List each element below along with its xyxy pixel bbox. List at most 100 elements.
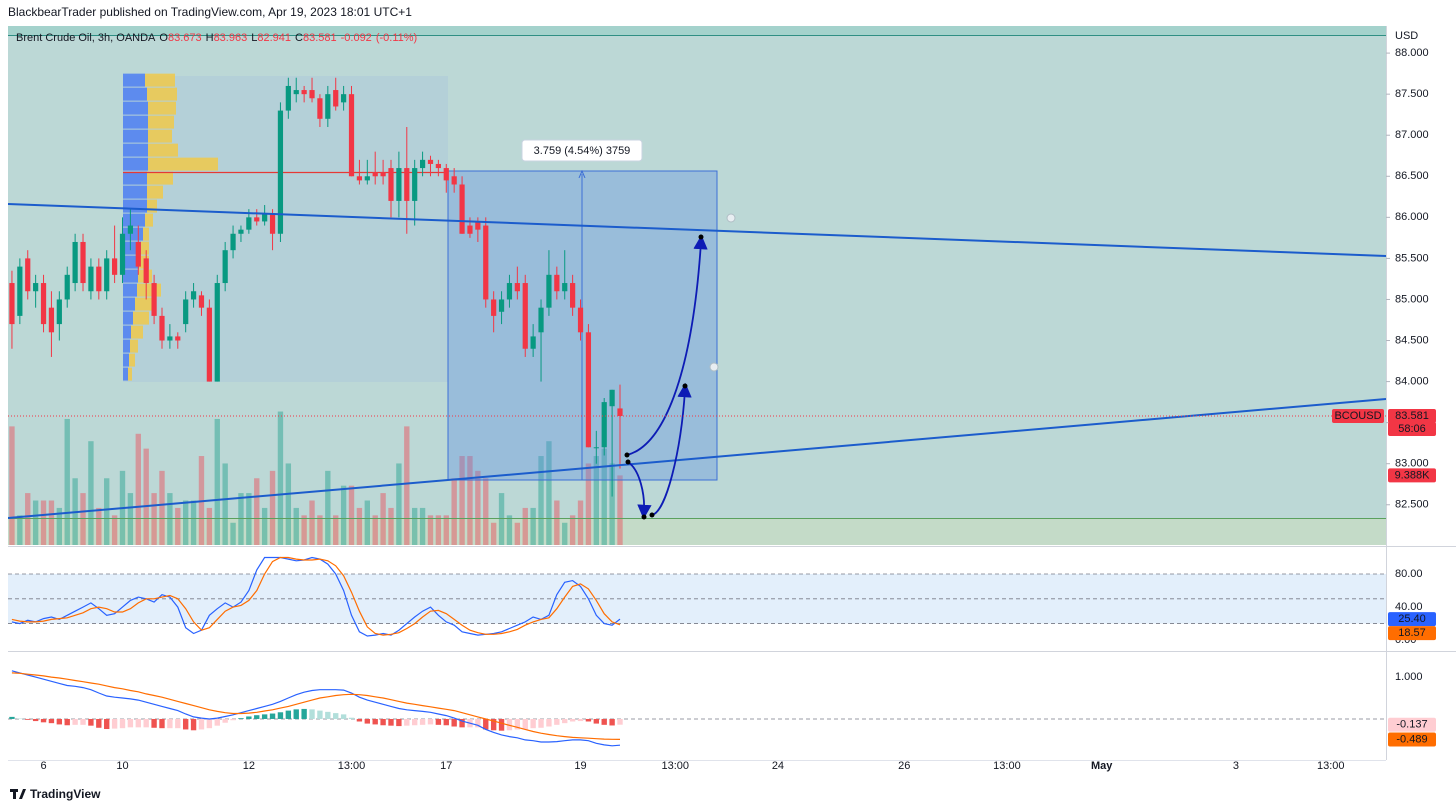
profile-up [123, 115, 148, 129]
candle-body [56, 299, 62, 325]
alert-icon [726, 213, 736, 223]
candle-body [159, 315, 165, 341]
macd-pane-bg [8, 652, 1386, 760]
macd-histogram-bar [190, 718, 197, 731]
macd-histogram-bar [143, 718, 149, 728]
volume-bar [317, 515, 323, 545]
macd-histogram-bar [554, 718, 560, 725]
candle-body [238, 229, 244, 234]
volume-profile [123, 73, 218, 381]
candle-body [119, 233, 126, 275]
volume-bar [459, 456, 465, 545]
volume-bar [404, 426, 410, 545]
candle-body [317, 98, 323, 119]
volume-bar [238, 493, 244, 545]
candle-body [546, 274, 552, 308]
histogram-last-label: -0.137 [1396, 719, 1427, 731]
macd-pane [8, 670, 1386, 747]
macd-histogram-bar [585, 718, 592, 722]
macd-histogram-bar [364, 718, 370, 724]
candle-body [25, 258, 31, 292]
volume-bar [443, 515, 449, 545]
candle-body [33, 283, 39, 292]
x-tick-label: 13:00 [338, 760, 366, 772]
macd-histogram-bar [419, 718, 426, 725]
volume-bar [348, 485, 355, 545]
profile-up [123, 87, 147, 101]
macd-histogram-bar [340, 714, 347, 719]
candle-body [190, 291, 197, 300]
profile-up [123, 129, 148, 143]
candle-body [538, 307, 544, 333]
publisher-line: BlackbearTrader published on TradingView… [8, 5, 412, 19]
candle-body [88, 266, 94, 292]
candle-body [483, 225, 489, 300]
legend-value: 83.673 [168, 32, 202, 44]
candle-body [96, 266, 102, 292]
profile-down [148, 115, 174, 129]
profile-down [148, 143, 178, 157]
x-tick-label: 6 [40, 760, 46, 772]
volume-bar [17, 515, 23, 545]
macd-histogram-bar [317, 710, 323, 719]
projection-points [624, 234, 704, 520]
macd-histogram-bar [182, 718, 189, 730]
legend-key: O [159, 32, 168, 44]
x-tick-label: 10 [116, 760, 128, 772]
y-tick-label: 87.500 [1395, 88, 1429, 100]
point [649, 512, 655, 518]
candle-body [593, 447, 599, 449]
macd-histogram-bar [104, 718, 110, 730]
volume-bar [48, 500, 55, 545]
candle-body [325, 94, 331, 119]
profile-down [147, 171, 173, 185]
volume-bar [175, 507, 181, 545]
stoch-line [11, 556, 621, 637]
candle-body [388, 168, 394, 201]
volume-bar [143, 448, 149, 545]
legend-key: H [206, 32, 214, 44]
volume-bar [206, 507, 213, 545]
macd-histogram-bar [569, 718, 576, 722]
y-tick-label: 84.000 [1395, 375, 1429, 387]
profile-down [135, 297, 155, 311]
profile-up [123, 73, 145, 87]
macd-histogram-bar [175, 718, 181, 729]
profile-up [123, 297, 135, 311]
candle-body [609, 389, 615, 407]
candle-body [64, 274, 70, 300]
candle-body [372, 172, 378, 177]
volume-bar [333, 515, 339, 545]
candle-body [112, 258, 118, 275]
trendline-lower [8, 398, 1386, 519]
x-tick-label: 13:00 [1317, 760, 1345, 772]
profile-down [148, 129, 172, 143]
point [625, 459, 631, 465]
candle-body [277, 110, 284, 234]
profile-up [123, 367, 128, 381]
macd-histogram-bar [135, 718, 141, 728]
volume-label: 9.388K [1395, 469, 1431, 481]
volume-bar [388, 507, 394, 545]
volume-bar [380, 493, 386, 545]
macd-histogram-bar [443, 718, 449, 726]
profile-up [123, 311, 133, 325]
volume-bar [64, 418, 70, 545]
macd-last-label-box [1388, 732, 1436, 747]
candle-body [40, 283, 47, 325]
support-zone [8, 518, 1386, 545]
profile-up [123, 143, 148, 157]
macd-histogram-bar [159, 718, 165, 729]
volume-bar [514, 522, 521, 545]
macd-histogram-bar [309, 709, 315, 719]
macd-histogram-bar [546, 718, 552, 727]
x-tick-label: 12 [243, 760, 255, 772]
legend-title: Brent Crude Oil, 3h, OANDA [16, 32, 156, 44]
profile-up [123, 101, 148, 115]
macd-histogram-bar [562, 718, 568, 724]
volume-bar [96, 507, 102, 545]
volume-bar [562, 522, 568, 545]
volume-bar [538, 456, 544, 545]
countdown-label-box [1388, 421, 1436, 436]
volume-bar [293, 507, 299, 545]
